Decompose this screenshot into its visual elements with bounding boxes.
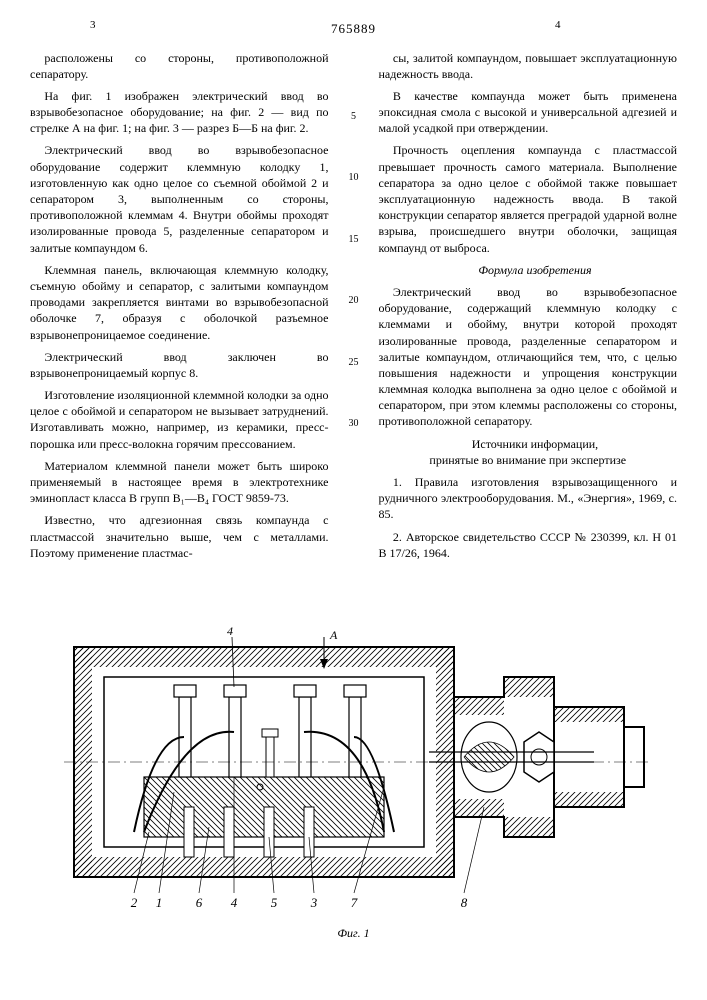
page-number-right: 4: [555, 18, 561, 33]
svg-text:2: 2: [130, 895, 137, 910]
para: Электрический ввод во взрывобезопасное о…: [30, 142, 329, 255]
document-number: 765889: [30, 20, 677, 38]
para: расположены со стороны, противоположной …: [30, 50, 329, 82]
line-mark: 15: [347, 233, 361, 247]
text-columns: расположены со стороны, противоположной …: [30, 50, 677, 567]
sources-title-line2: принятые во внимание при экспертизе: [429, 453, 626, 467]
para: Прочность оцепления компаунда с пластмас…: [379, 142, 678, 255]
right-column: сы, залитой компаундом, повышает эксплуа…: [379, 50, 678, 567]
svg-text:8: 8: [460, 895, 467, 910]
svg-text:5: 5: [270, 895, 277, 910]
source-item: 2. Авторское свидетельство СССР № 230399…: [379, 529, 678, 561]
sources-title-line1: Источники информации,: [472, 437, 598, 451]
svg-text:6: 6: [195, 895, 202, 910]
para: Известно, что адгезионная связь компаунд…: [30, 512, 329, 561]
line-mark: 25: [347, 356, 361, 370]
left-column: расположены со стороны, противоположной …: [30, 50, 329, 567]
line-mark: 5: [347, 110, 361, 124]
para: В качестве компаунда может быть применен…: [379, 88, 678, 137]
para: Электрический ввод заключен во взрывонеп…: [30, 349, 329, 381]
sources-title: Источники информации, принятые во вниман…: [379, 436, 678, 468]
svg-text:1: 1: [155, 895, 162, 910]
line-number-gutter: 5 10 15 20 25 30: [347, 50, 361, 567]
para: сы, залитой компаундом, повышает эксплуа…: [379, 50, 678, 82]
page-number-left: 3: [90, 18, 96, 33]
svg-text:4: 4: [227, 624, 233, 638]
line-mark: 30: [347, 417, 361, 431]
line-mark: 10: [347, 171, 361, 185]
figure-1: A 4: [30, 577, 677, 941]
para: Материалом клеммной панели может быть ши…: [30, 458, 329, 507]
formula-text: Электрический ввод во взрывобезопасное о…: [379, 284, 678, 430]
line-mark: 20: [347, 294, 361, 308]
para: Клеммная панель, включающая клеммную кол…: [30, 262, 329, 343]
svg-text:3: 3: [309, 895, 317, 910]
formula-title: Формула изобретения: [379, 262, 678, 278]
para: Изготовление изоляционной клеммной колод…: [30, 387, 329, 452]
svg-text:7: 7: [350, 895, 357, 910]
figure-svg: A 4: [34, 577, 674, 917]
svg-text:4: 4: [230, 895, 237, 910]
source-item: 1. Правила изготовления взрывозащищенног…: [379, 474, 678, 523]
para: На фиг. 1 изображен электрический ввод в…: [30, 88, 329, 137]
svg-text:A: A: [329, 628, 338, 642]
figure-caption: Фиг. 1: [30, 925, 677, 941]
